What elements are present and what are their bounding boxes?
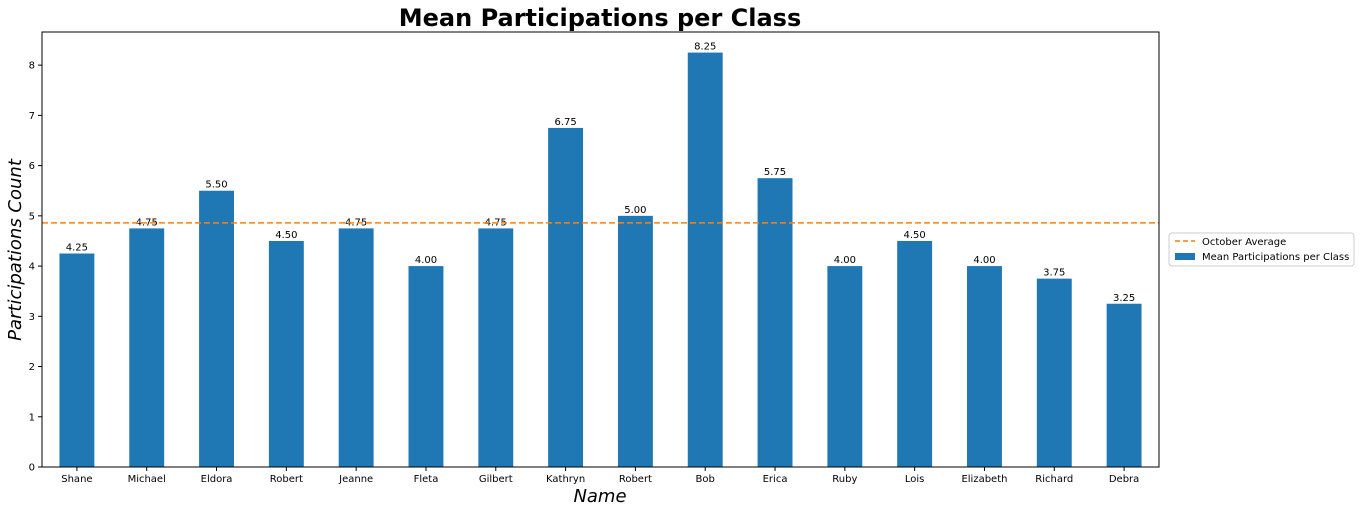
y-tick-label: 5 [29,211,35,222]
bar-value-label: 4.50 [275,230,297,241]
bar-value-label: 5.50 [205,180,227,191]
bar-value-label: 4.00 [973,255,995,266]
x-tick-label: Richard [1035,474,1073,485]
chart-title: Mean Participations per Class [399,4,801,32]
y-axis: 0 1 2 3 4 5 6 7 8 [29,61,42,474]
bar-value-label: 6.75 [554,117,576,128]
legend-label-october-average: October Average [1202,237,1286,248]
bar-value-label: 5.00 [624,205,646,216]
bar-gilbert-6 [478,228,514,467]
plot-frame [41,31,1160,468]
bar-robert-3 [268,240,304,467]
bar-debra-15 [1106,303,1142,467]
bar-value-label: 4.00 [415,255,437,266]
bar-value-label: 3.75 [1043,268,1065,279]
bar-lois-12 [897,240,933,467]
bars-group [59,52,1142,468]
legend-box [1168,232,1355,267]
y-tick-label: 8 [29,61,35,72]
x-tick-label: Lois [905,474,925,485]
bar-ruby-11 [827,266,863,467]
bar-value-label: 4.00 [834,255,856,266]
y-tick-label: 4 [29,262,35,273]
x-tick-label: Gilbert [479,474,513,485]
x-tick-label: Shane [61,474,92,485]
bar-value-label: 4.50 [904,230,926,241]
bar-kathryn-7 [548,127,584,467]
bar-bob-9 [687,52,723,468]
legend: October Average Mean Participations per … [1168,232,1355,267]
y-tick-label: 7 [29,111,35,122]
data-labels-group: 4.254.755.504.504.754.004.756.755.008.25… [66,42,1135,304]
y-tick-label: 6 [29,161,35,172]
bar-shane-0 [59,253,95,467]
bar-jeanne-4 [338,228,374,467]
y-tick-label: 1 [29,412,35,423]
x-tick-label: Ruby [832,474,857,485]
x-tick-label: Michael [128,474,166,485]
x-tick-label: Debra [1109,474,1139,485]
bar-elizabeth-13 [967,266,1002,467]
x-tick-label: Eldora [201,474,233,485]
x-tick-label: Robert [619,474,652,485]
bar-value-label: 4.75 [345,217,367,228]
y-tick-label: 0 [29,463,35,474]
bar-value-label: 4.25 [66,243,88,254]
bar-fleta-5 [408,266,444,467]
x-tick-label: Kathryn [546,474,585,485]
x-tick-label: Erica [763,474,788,485]
x-tick-label: Elizabeth [961,474,1007,485]
x-tick-label: Fleta [414,474,439,485]
x-tick-label: Robert [270,474,303,485]
bar-michael-1 [129,228,165,467]
bar-richard-14 [1036,278,1072,467]
x-axis-title: Name [573,486,626,507]
y-axis-title: Participations Count [5,158,26,341]
x-tick-label: Bob [696,474,715,485]
y-tick-label: 3 [29,312,35,323]
y-tick-label: 2 [29,362,35,373]
bar-robert-8 [617,215,653,467]
legend-label-mean-participations: Mean Participations per Class [1202,252,1349,263]
bar-eldora-2 [199,190,234,468]
bar-value-label: 8.25 [694,42,716,53]
legend-swatch-mean-participations [1175,253,1195,260]
bar-erica-10 [757,178,793,468]
bar-value-label: 3.25 [1113,293,1135,304]
x-axis: Shane Michael Eldora Robert Jeanne Fleta Gilbe… [61,467,1139,485]
x-tick-label: Jeanne [338,474,373,485]
bar-value-label: 5.75 [764,167,786,178]
